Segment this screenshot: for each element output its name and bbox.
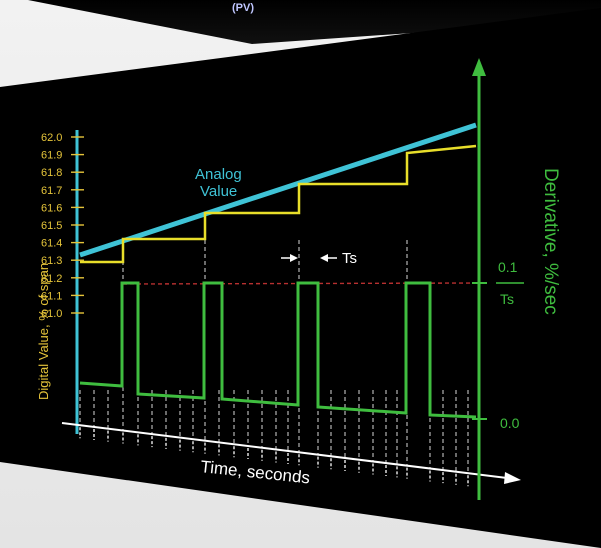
derivative-axis: 0.1 Ts 0.0 Derivative, %/sec	[472, 58, 561, 500]
digital-value-axis: 62.0 61.9 61.8 61.7 61.6 61.5 61.4 61.3 61.2 61.1…	[36, 130, 84, 434]
ts-arrow-left-head	[290, 254, 298, 262]
ts-arrow-right-head	[320, 254, 328, 262]
analog-value-label-line1: Analog	[195, 166, 242, 183]
top-panel: (PV)	[28, 0, 601, 44]
derivative-tick-high: 0.1	[498, 259, 518, 275]
top-panel-background	[28, 0, 601, 44]
time-axis-line	[61, 422, 516, 480]
digital-axis-tick-label: 61.6	[41, 202, 62, 214]
analog-value-label-line2: Value	[200, 183, 237, 200]
derivative-axis-arrowhead	[472, 58, 486, 76]
digital-axis-tick-label: 61.9	[41, 150, 62, 162]
time-axis-ticks	[79, 427, 469, 487]
digital-axis-tick-label: 61.5	[41, 220, 62, 232]
analog-value-line	[79, 122, 477, 258]
digital-axis-tick-label: 62.0	[41, 132, 62, 144]
digital-axis-tick-label: 61.8	[41, 167, 62, 179]
digital-value-steps	[80, 144, 477, 264]
derivative-tick-high-denominator: Ts	[500, 291, 514, 307]
digital-axis-tick-label: 61.2	[41, 273, 62, 285]
main-panel-background	[0, 8, 601, 548]
derivative-axis-label: Derivative, %/sec	[540, 168, 561, 315]
sample-period-marker: Ts	[281, 250, 357, 267]
sample-period-label: Ts	[342, 250, 357, 267]
time-axis-arrowhead	[504, 472, 521, 484]
derivative-tick-low: 0.0	[500, 415, 520, 431]
digital-axis-tick-label: 61.4	[41, 238, 62, 250]
digital-axis-tick-label: 61.3	[41, 255, 62, 267]
pv-label: (PV)	[232, 2, 254, 14]
digital-axis-tick-label: 61.1	[41, 290, 62, 302]
digital-axis-label: Digital Value, % of span	[36, 263, 51, 400]
digital-axis-tick-label: 61.7	[41, 185, 62, 197]
derivative-pulses	[79, 281, 477, 419]
digital-axis-tick-label: 61.0	[41, 308, 62, 320]
